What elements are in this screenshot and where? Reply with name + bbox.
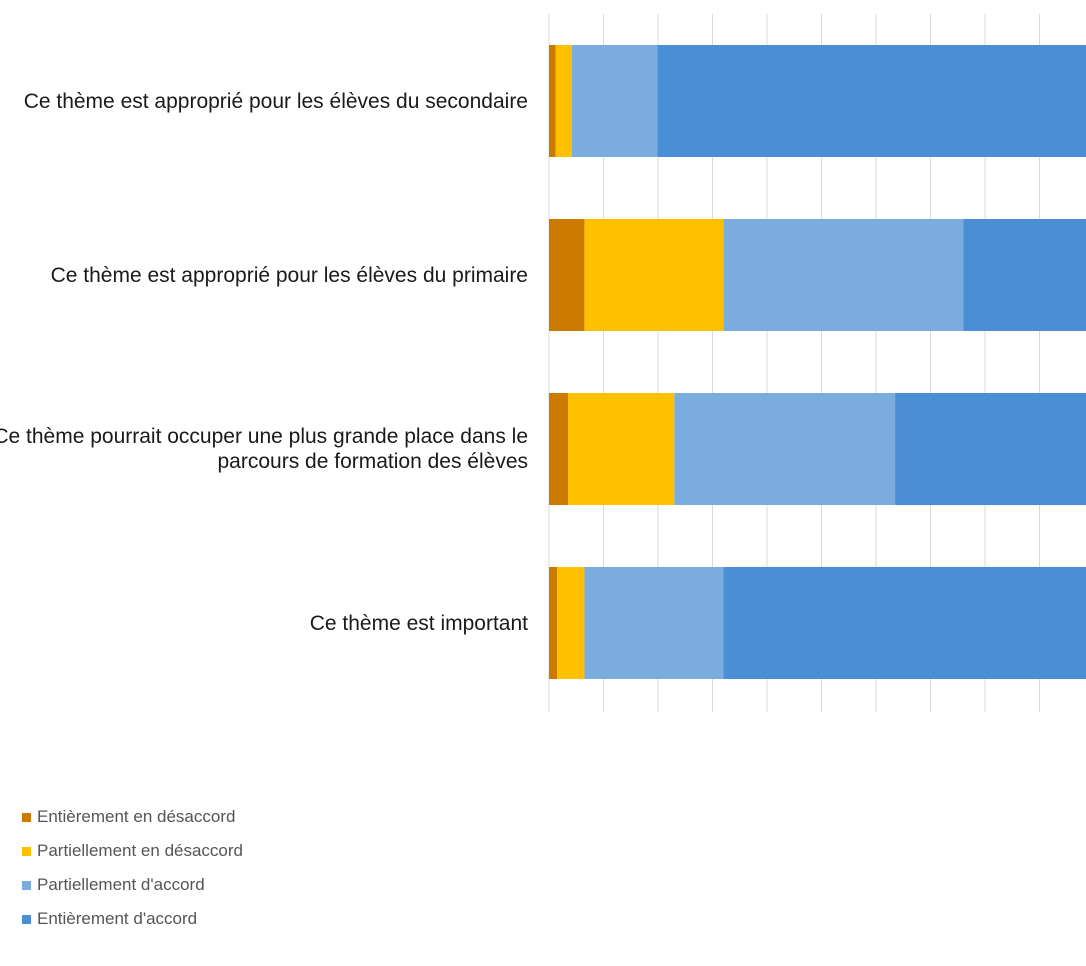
legend-swatch [22,846,31,856]
bar-segment-3-3 [674,393,896,505]
legend-swatch [22,880,31,890]
bar-segment-1-4 [657,45,1086,157]
bar-segment-4-3 [584,567,724,679]
legend-item-entierement-accord: Entièrement d'accord [22,902,243,936]
legend-item-partiellement-desaccord: Partiellement en désaccord [22,834,243,868]
bar-segment-1-3 [571,45,658,157]
bar-segment-4-2 [557,567,585,679]
legend-label: Entièrement en désaccord [37,807,236,826]
legend: Entièrement en désaccord Partiellement e… [22,800,243,936]
bar-segment-1-2 [555,45,572,157]
bar-segment-3-4 [895,393,1086,505]
category-label-primaire: Ce thème est approprié pour les élèves d… [50,263,528,287]
bar-segment-3-1 [549,393,569,505]
legend-item-partiellement-accord: Partiellement d'accord [22,868,243,902]
legend-label: Entièrement d'accord [37,909,198,928]
bars [549,45,1086,679]
bar-segment-2-3 [723,219,964,331]
legend-label: Partiellement en désaccord [37,841,244,860]
bar-segment-2-4 [963,219,1086,331]
stacked-bar-chart [548,14,1086,712]
bar-segment-4-4 [723,567,1086,679]
bar-segment-4-1 [549,567,558,679]
legend-item-entierement-desaccord: Entièrement en désaccord [22,800,243,834]
legend-swatch [22,914,31,924]
category-label-parcours: Ce thème pourrait occuper une plus grand… [0,425,528,473]
bar-segment-2-1 [549,219,585,331]
bar-segment-1-1 [549,45,556,157]
legend-label: Partiellement d'accord [37,875,205,894]
bar-segment-3-2 [568,393,675,505]
category-label-secondaire: Ce thème est approprié pour les élèves d… [23,89,528,113]
legend-swatch [22,812,31,822]
category-label-important: Ce thème est important [309,611,528,635]
bar-segment-2-2 [584,219,724,331]
